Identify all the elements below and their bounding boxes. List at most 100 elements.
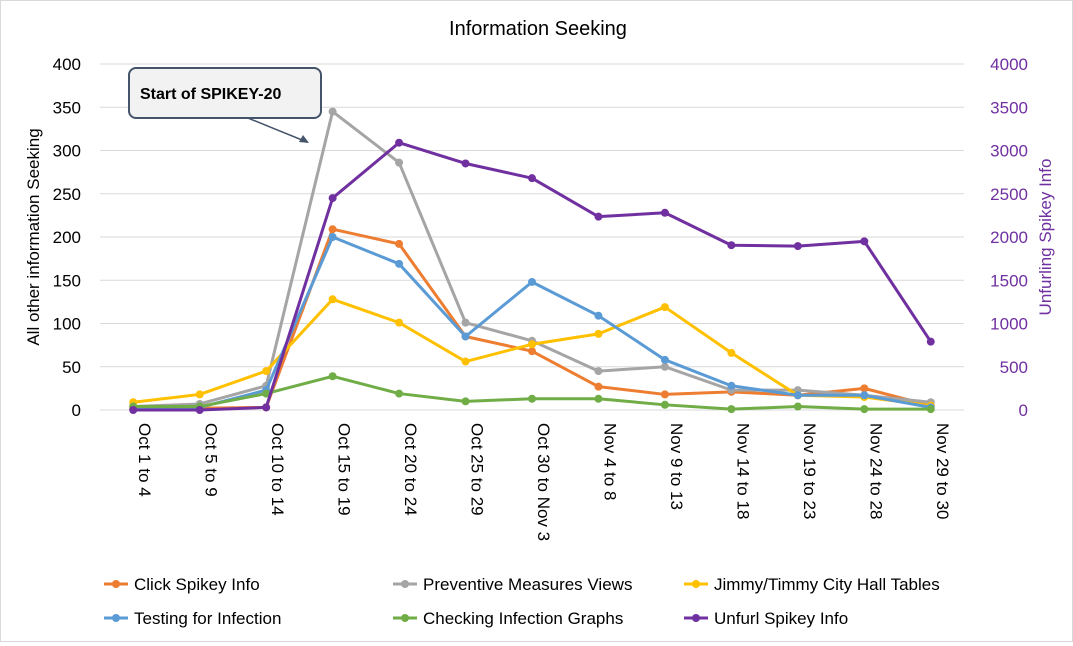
data-point (793, 391, 802, 400)
data-point (793, 402, 802, 411)
series-line (133, 110, 931, 409)
data-point (594, 311, 603, 320)
series-line (133, 227, 932, 411)
data-point (727, 381, 736, 390)
data-point (328, 233, 337, 241)
data-point (461, 332, 470, 341)
data-point (395, 138, 404, 147)
legend-marker (692, 580, 700, 588)
y-tick-label: 0 (72, 401, 81, 420)
y-tick-label: 200 (53, 228, 81, 247)
data-point (660, 362, 669, 371)
data-point (860, 405, 869, 414)
data-point (660, 208, 669, 217)
data-point (727, 348, 736, 357)
y2-tick-label: 1500 (990, 271, 1028, 290)
data-point (129, 406, 138, 414)
legend-label: Preventive Measures Views (423, 575, 632, 594)
legend-item: Preventive Measures Views (393, 575, 632, 594)
x-tick-label: Nov 9 to 13 (667, 423, 686, 510)
data-point (395, 259, 404, 268)
data-point (461, 357, 470, 366)
data-point (727, 405, 736, 414)
x-tick-label: Nov 29 to 30 (933, 423, 952, 519)
data-point (262, 389, 271, 398)
data-point (528, 347, 536, 356)
data-point (660, 400, 669, 409)
x-tick-label: Nov 14 to 18 (733, 423, 752, 519)
y-tick-label: 350 (53, 98, 81, 117)
y-tick-label: 300 (53, 142, 81, 161)
data-point (395, 318, 404, 327)
data-point (594, 367, 603, 376)
legend-label: Checking Infection Graphs (423, 609, 623, 628)
data-point (528, 394, 536, 403)
annotation-box (128, 67, 322, 119)
data-point (860, 391, 869, 400)
x-tick-label: Oct 20 to 24 (401, 423, 420, 516)
x-tick-label: Nov 24 to 28 (866, 423, 885, 519)
legend-marker (401, 580, 409, 588)
data-point (395, 158, 404, 167)
data-point (660, 390, 669, 399)
series-line (133, 141, 933, 412)
y2-tick-label: 4000 (990, 55, 1028, 74)
data-point (395, 239, 404, 248)
y-axis-label: All other information Seeking (24, 128, 43, 345)
x-tick-label: Oct 5 to 9 (202, 423, 221, 497)
data-point (461, 159, 470, 168)
annotation-text: Start of SPIKEY-20 (140, 86, 281, 103)
x-tick-label: Nov 19 to 23 (800, 423, 819, 519)
legend-item: Testing for Infection (104, 609, 281, 628)
series-preventive-measures-views (129, 107, 935, 411)
data-point (793, 242, 802, 251)
data-point (860, 384, 869, 393)
data-point (328, 372, 337, 381)
data-point (262, 403, 271, 412)
data-point (328, 295, 337, 304)
y-tick-label: 250 (53, 185, 81, 204)
data-point (528, 277, 536, 286)
series-click-spikey-info (129, 225, 935, 414)
data-point (328, 194, 337, 203)
data-point (395, 389, 404, 398)
data-point (328, 107, 337, 116)
data-point (195, 390, 204, 399)
legend-marker (112, 614, 120, 622)
x-tick-label: Nov 4 to 8 (600, 423, 619, 501)
y-tick-label: 150 (53, 271, 81, 290)
x-tick-label: Oct 15 to 19 (335, 423, 354, 516)
y2-tick-label: 500 (1000, 358, 1028, 377)
legend-marker (692, 614, 700, 622)
y-tick-label: 50 (62, 358, 81, 377)
data-point (926, 405, 935, 414)
y-tick-label: 100 (53, 315, 81, 334)
chart-title: Information Seeking (449, 18, 627, 40)
arrow-head-icon (299, 135, 309, 143)
legend-item: Click Spikey Info (104, 575, 260, 594)
legend-label: Testing for Infection (134, 609, 281, 628)
data-point (660, 355, 669, 364)
data-point (461, 318, 470, 327)
data-point (528, 174, 536, 183)
data-point (528, 340, 536, 349)
y2-tick-label: 1000 (990, 315, 1028, 334)
data-point (926, 337, 935, 346)
data-point (860, 237, 869, 246)
data-point (594, 394, 603, 403)
data-point (262, 367, 271, 376)
legend-item: Jimmy/Timmy City Hall Tables (684, 575, 940, 594)
x-tick-label: Oct 10 to 14 (268, 423, 287, 516)
data-point (195, 406, 204, 414)
x-tick-label: Oct 25 to 29 (468, 423, 487, 516)
data-point (594, 329, 603, 338)
annotation-callout: Start of SPIKEY-20 (128, 67, 322, 143)
series-unfurl-spikey-info (129, 138, 935, 414)
data-point (594, 212, 603, 221)
legend-label: Unfurl Spikey Info (714, 609, 848, 628)
y2-tick-label: 2500 (990, 185, 1028, 204)
legend-item: Unfurl Spikey Info (684, 609, 848, 628)
data-point (727, 241, 736, 250)
data-point (594, 382, 603, 391)
